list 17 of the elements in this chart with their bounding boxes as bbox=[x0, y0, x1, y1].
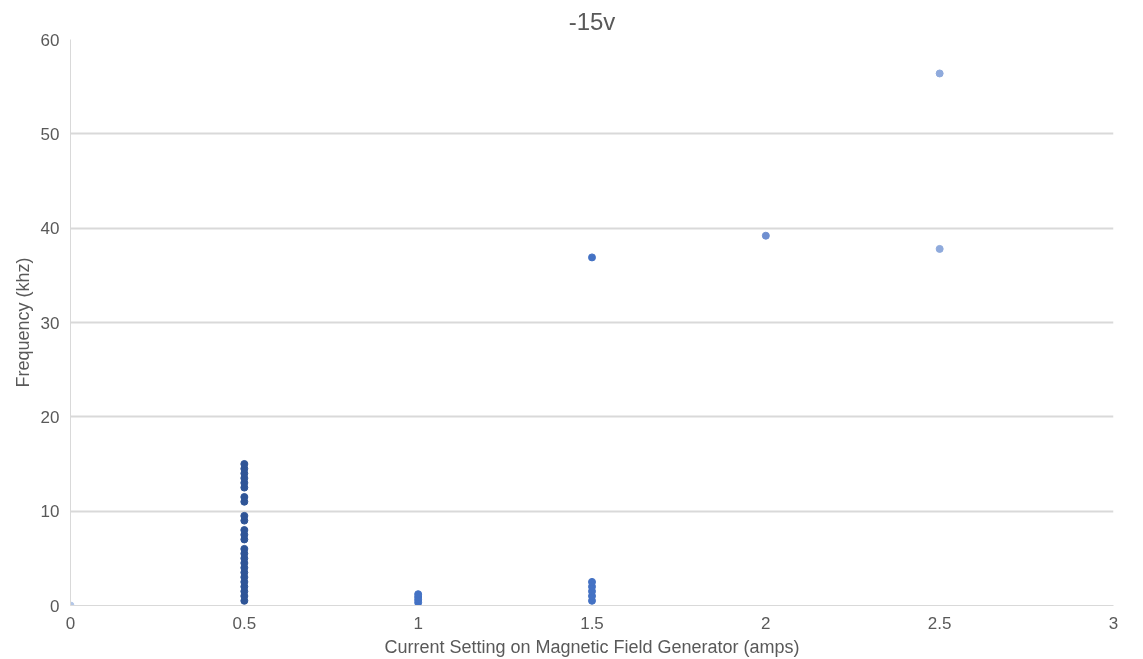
x-axis-title: Current Setting on Magnetic Field Generator (amps) bbox=[384, 636, 800, 657]
y-tick-label: 10 bbox=[40, 502, 60, 522]
y-tick-label: 50 bbox=[40, 124, 60, 144]
x-tick-label: 3 bbox=[1108, 613, 1119, 633]
x-tick-label: 1 bbox=[413, 613, 423, 633]
x-tick-label: 0.5 bbox=[232, 613, 257, 633]
y-tick-label: 40 bbox=[40, 219, 60, 239]
x-tick-label: 2 bbox=[761, 613, 771, 633]
x-tick-label: 0 bbox=[65, 613, 76, 633]
x-tick-label: 2.5 bbox=[927, 613, 952, 633]
y-tick-label: 20 bbox=[40, 407, 60, 427]
x-tick-label: 1.5 bbox=[580, 613, 604, 633]
y-axis-title: Frequency (khz) bbox=[12, 257, 33, 388]
y-tick-label: 60 bbox=[40, 30, 60, 50]
y-tick-label: 0 bbox=[50, 596, 60, 616]
y-tick-label: 30 bbox=[40, 313, 60, 333]
chart-title: -15v bbox=[568, 7, 616, 35]
